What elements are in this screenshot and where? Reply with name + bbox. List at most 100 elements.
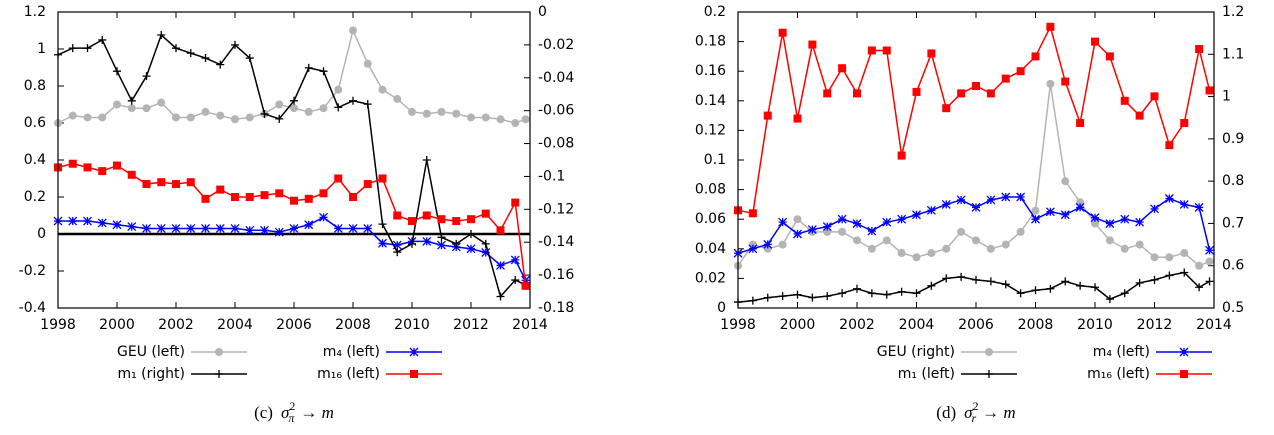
marker xyxy=(245,225,255,235)
marker xyxy=(823,227,832,236)
marker xyxy=(838,64,847,73)
series xyxy=(54,26,530,127)
y2-tick-label: -0.18 xyxy=(538,300,574,316)
y2-tick-label: 1 xyxy=(1222,89,1231,105)
marker xyxy=(467,215,475,224)
marker xyxy=(778,240,787,249)
y-tick-label: 0.8 xyxy=(24,78,46,94)
y-tick-label: 1.2 xyxy=(24,4,46,20)
marker xyxy=(1090,213,1100,223)
marker xyxy=(231,40,239,49)
marker xyxy=(793,229,802,239)
marker xyxy=(1016,192,1026,202)
marker xyxy=(748,244,758,254)
marker xyxy=(1195,283,1204,292)
y-tick-label: 0.18 xyxy=(695,34,726,50)
legend-label: m₁₆ (left) xyxy=(1087,366,1150,382)
x-tick-label: 2004 xyxy=(899,317,935,333)
marker xyxy=(521,115,530,124)
marker xyxy=(1001,240,1010,249)
marker xyxy=(867,226,877,236)
marker xyxy=(867,46,876,55)
series xyxy=(734,22,1214,218)
marker xyxy=(245,113,254,122)
x-tick-label: 2000 xyxy=(99,317,135,333)
marker xyxy=(853,236,861,245)
marker xyxy=(793,290,802,299)
marker xyxy=(1120,214,1130,224)
marker xyxy=(290,104,298,113)
y-tick-label: 0.4 xyxy=(24,152,46,168)
marker xyxy=(1180,370,1188,378)
x-tick-label: 2014 xyxy=(1196,317,1232,333)
marker xyxy=(363,223,373,233)
legend-label: GEU (right) xyxy=(877,344,955,360)
marker xyxy=(304,63,313,72)
series xyxy=(54,159,530,290)
marker xyxy=(1105,52,1114,61)
marker xyxy=(956,195,966,205)
caption-sub: π xyxy=(288,411,295,425)
marker xyxy=(897,249,906,258)
marker xyxy=(1165,253,1174,262)
marker xyxy=(1045,207,1055,217)
marker xyxy=(985,370,993,378)
caption-sub: r xyxy=(972,411,977,425)
marker xyxy=(496,260,505,270)
marker xyxy=(83,163,92,172)
marker xyxy=(112,220,122,230)
marker xyxy=(942,274,951,283)
marker xyxy=(186,223,196,233)
marker xyxy=(1061,77,1070,86)
y-tick-label: 0 xyxy=(37,226,46,242)
marker xyxy=(437,215,446,224)
marker xyxy=(927,281,936,290)
marker xyxy=(245,193,254,201)
marker xyxy=(186,178,195,187)
caption: (d) σ2 r → m xyxy=(936,399,1015,425)
marker xyxy=(68,111,77,120)
marker xyxy=(823,292,832,301)
marker xyxy=(1076,198,1085,207)
marker xyxy=(927,49,936,58)
marker xyxy=(142,104,151,113)
marker xyxy=(201,107,210,116)
marker xyxy=(422,109,431,118)
marker xyxy=(882,46,891,55)
marker xyxy=(304,220,314,230)
marker xyxy=(1165,141,1174,150)
marker xyxy=(853,284,861,293)
marker xyxy=(1135,278,1144,287)
marker xyxy=(215,370,223,378)
marker xyxy=(186,49,195,58)
marker xyxy=(748,209,757,218)
marker xyxy=(142,223,151,233)
marker xyxy=(1105,236,1114,245)
marker xyxy=(422,211,431,220)
series xyxy=(734,268,1214,307)
marker xyxy=(363,100,372,109)
marker xyxy=(481,209,490,218)
marker xyxy=(349,96,357,105)
marker xyxy=(275,100,284,109)
marker xyxy=(1120,289,1129,298)
marker xyxy=(793,215,802,224)
marker xyxy=(83,44,92,53)
panel: 1998 2000 2002 2004 2006 2008 2010 2012 2014-0.4… xyxy=(19,4,575,425)
marker xyxy=(912,87,921,96)
y-tick-label: 1 xyxy=(37,41,46,57)
marker xyxy=(838,227,847,236)
marker xyxy=(172,113,180,122)
marker xyxy=(1016,289,1025,298)
marker xyxy=(83,113,92,122)
marker xyxy=(985,348,993,356)
marker xyxy=(127,96,136,105)
marker xyxy=(142,180,151,189)
marker xyxy=(1195,45,1204,53)
y-tick-label: -0.4 xyxy=(19,300,46,316)
marker xyxy=(349,26,357,35)
marker xyxy=(408,217,416,226)
marker xyxy=(986,195,996,205)
marker xyxy=(186,113,195,122)
marker xyxy=(68,216,78,226)
